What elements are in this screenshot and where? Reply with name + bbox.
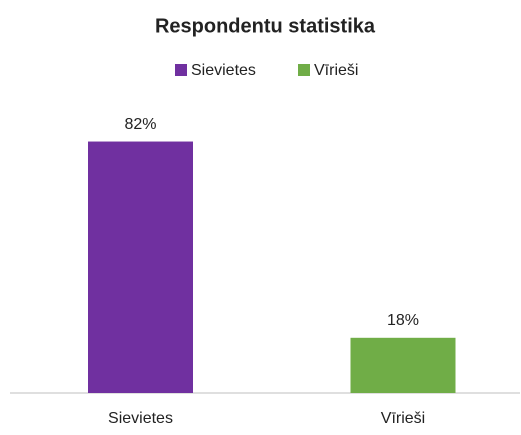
legend-label: Sievietes	[191, 62, 256, 79]
legend-swatch	[298, 64, 310, 76]
value-label: 82%	[124, 116, 156, 133]
bar	[88, 141, 193, 393]
bar	[350, 337, 456, 393]
x-tick-label: Sievietes	[108, 410, 173, 427]
x-tick-label: Vīrieši	[381, 410, 425, 427]
legend-swatch	[175, 64, 187, 76]
value-label: 18%	[387, 312, 419, 329]
chart-title: Respondentu statistika	[155, 15, 376, 37]
legend-label: Vīrieši	[314, 62, 358, 79]
